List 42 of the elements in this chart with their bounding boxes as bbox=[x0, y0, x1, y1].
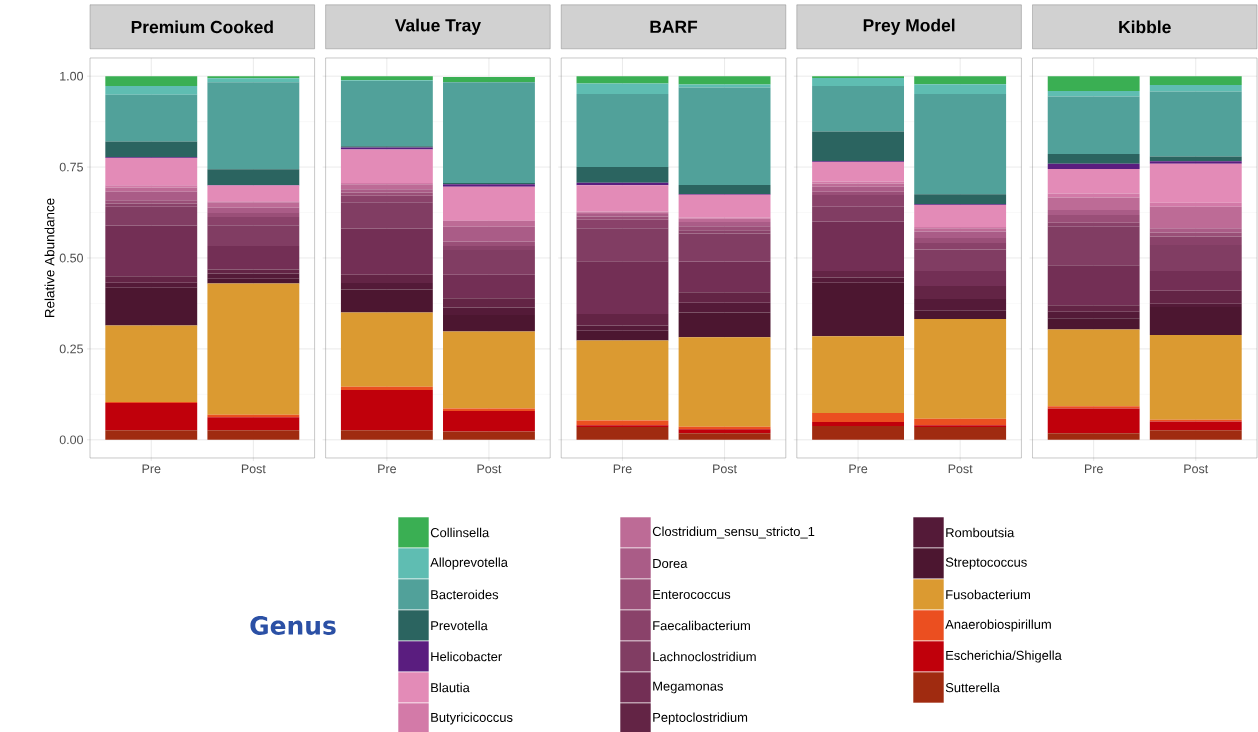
legend-label: Sutterella bbox=[945, 682, 1000, 693]
x-tick-label: Pre bbox=[378, 464, 396, 474]
legend-label: Escherichia/Shigella bbox=[946, 650, 1062, 663]
chart-title: Prey Model bbox=[863, 18, 955, 35]
legend-label: Collinsella bbox=[430, 527, 490, 538]
x-tick-label: Pre bbox=[613, 464, 632, 474]
legend-label: Romboutsia bbox=[946, 527, 1015, 538]
chart-title: BARF bbox=[650, 20, 698, 33]
x-tick-label: Post bbox=[477, 464, 502, 474]
x-tick-label: Pre bbox=[849, 464, 868, 474]
x-tick-label: Post bbox=[713, 464, 737, 474]
legend-label: Bacteroides bbox=[431, 589, 499, 600]
legend-label: Butyricicoccus bbox=[431, 712, 513, 725]
chart-title: Premium Cooked bbox=[131, 20, 273, 34]
legend-label: Dorea bbox=[653, 558, 688, 568]
y-tick-label: 0.50 bbox=[59, 253, 83, 263]
y-tick-label: 1.00 bbox=[60, 71, 83, 81]
legend-label: Enterococcus bbox=[653, 589, 731, 599]
x-tick-label: Post bbox=[948, 464, 973, 474]
y-tick-label: 0.00 bbox=[59, 435, 83, 445]
chart-title: Kibble bbox=[1119, 20, 1171, 34]
legend-label: Blautia bbox=[431, 682, 470, 693]
x-tick-label: Pre bbox=[142, 464, 161, 474]
legend-label: Fusobacterium bbox=[946, 589, 1030, 600]
x-tick-label: Post bbox=[241, 464, 266, 474]
legend-label: Anaerobiospirillum bbox=[945, 619, 1051, 632]
legend-label: Lachnoclostridium bbox=[653, 651, 756, 662]
legend-label: Helicobacter bbox=[431, 651, 502, 662]
y-tick-label: 0.75 bbox=[59, 162, 83, 172]
x-tick-label: Pre bbox=[1085, 464, 1103, 474]
x-tick-label: Post bbox=[1184, 464, 1209, 474]
legend-label: Megamonas bbox=[653, 681, 723, 694]
legend-label: Streptococcus bbox=[945, 557, 1027, 570]
legend-label: Alloprevotella bbox=[430, 557, 508, 570]
legend-label: Clostridium_sensu_stricto_1 bbox=[652, 526, 815, 539]
legend-title: Genus bbox=[250, 616, 336, 635]
y-tick-label: 0.25 bbox=[59, 344, 83, 354]
legend-label: Faecalibacterium bbox=[653, 620, 750, 631]
chart-title: Value Tray bbox=[394, 18, 481, 35]
legend-label: Peptoclostridium bbox=[653, 712, 748, 725]
legend-label: Prevotella bbox=[431, 620, 488, 631]
y-axis-title: Relative Abundance bbox=[44, 198, 55, 318]
